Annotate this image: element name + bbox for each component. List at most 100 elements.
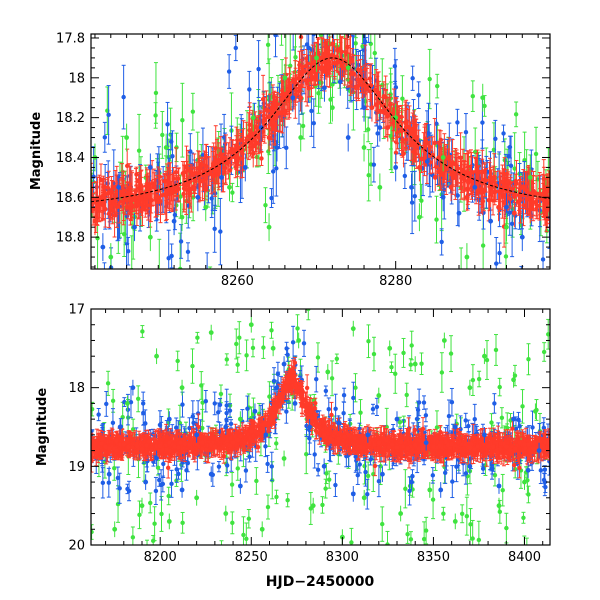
green-data-point (417, 214, 422, 220)
red-data-point (500, 179, 505, 185)
blue-data-point (269, 195, 274, 201)
green-data-point (300, 123, 306, 129)
red-data-point (407, 125, 412, 131)
green-data-point (435, 83, 440, 89)
red-data-point (185, 182, 191, 188)
green-data-point (288, 63, 293, 68)
blue-data-point (480, 120, 485, 125)
blue-data-point (409, 184, 414, 190)
red-data-point (278, 110, 283, 115)
blue-data-point (497, 250, 502, 256)
red-data-point (159, 193, 165, 198)
blue-data-point (345, 135, 351, 140)
red-data-point (464, 194, 470, 200)
green-data-point (279, 26, 283, 30)
red-data-point (432, 174, 438, 180)
y-tick-label: 18 (68, 71, 85, 86)
green-data-point (178, 194, 183, 199)
green-data-point (513, 112, 519, 117)
red-data-point (378, 100, 383, 105)
green-data-point (371, 351, 377, 357)
blue-data-point (377, 125, 383, 131)
blue-data-point (242, 165, 248, 170)
green-data-point (328, 97, 333, 102)
red-data-point (537, 195, 542, 200)
red-data-point (261, 113, 266, 118)
blue-data-point (102, 135, 108, 140)
x-tick-label: 8260 (221, 274, 254, 289)
red-data-point (190, 172, 196, 178)
green-data-point (476, 537, 482, 543)
red-data-point (502, 200, 507, 206)
red-data-point (171, 184, 177, 190)
blue-data-point (455, 193, 460, 198)
green-data-point (95, 235, 100, 241)
red-data-point (401, 151, 406, 156)
green-data-point (140, 329, 145, 334)
blue-data-point (270, 169, 276, 174)
red-data-point (511, 210, 517, 216)
blue-data-point (258, 125, 264, 131)
red-data-point (282, 111, 288, 117)
blue-data-point (116, 184, 122, 190)
y-tick-label: 18.2 (56, 111, 85, 126)
red-data-point (184, 187, 189, 192)
green-data-point (265, 42, 271, 48)
green-data-point (421, 536, 427, 542)
green-data-point (147, 234, 153, 240)
red-data-point (512, 191, 517, 197)
blue-data-point (275, 8, 279, 12)
red-data-point (134, 172, 139, 177)
red-data-point (139, 189, 144, 194)
red-data-point (298, 95, 304, 101)
blue-data-point (256, 66, 261, 72)
red-data-point (259, 156, 264, 161)
red-data-point (306, 86, 312, 91)
red-data-point (157, 174, 162, 179)
red-data-point (332, 60, 337, 66)
green-data-point (459, 272, 463, 276)
red-data-point (96, 207, 101, 213)
red-data-point (533, 191, 539, 196)
green-data-point (180, 117, 185, 123)
blue-data-point (226, 69, 232, 74)
red-data-point (195, 166, 201, 171)
red-data-point (297, 69, 302, 75)
red-data-point (136, 202, 141, 207)
green-data-point (533, 151, 539, 157)
red-data-point (253, 141, 258, 147)
red-data-point (381, 93, 387, 99)
data-layer (91, 3, 550, 300)
blue-data-point (361, 28, 365, 32)
blue-data-point (300, 3, 304, 7)
green-data-point (298, 135, 304, 140)
red-data-point (436, 169, 442, 174)
green-data-point (227, 184, 232, 190)
red-data-point (508, 189, 513, 195)
red-data-point (430, 152, 435, 158)
blue-data-point (393, 165, 399, 170)
red-data-point (181, 182, 187, 187)
red-data-point (110, 208, 115, 214)
green-data-point (230, 190, 235, 195)
red-data-point (128, 191, 133, 197)
red-data-point (133, 189, 139, 194)
y-tick-label: 17.8 (56, 31, 85, 46)
blue-data-point (412, 193, 418, 199)
red-data-point (493, 189, 498, 194)
green-data-point (179, 214, 185, 220)
green-data-point (345, 65, 351, 71)
red-data-point (223, 165, 228, 171)
red-data-point (169, 189, 175, 195)
red-data-point (541, 176, 546, 182)
blue-data-point (493, 136, 498, 141)
blue-data-point (321, 16, 325, 20)
red-data-point (465, 187, 471, 192)
green-data-point (480, 95, 486, 101)
green-data-point (354, 18, 358, 22)
red-data-point (203, 174, 209, 180)
red-series (92, 39, 549, 236)
red-data-point (483, 178, 489, 183)
blue-data-point (519, 296, 523, 300)
